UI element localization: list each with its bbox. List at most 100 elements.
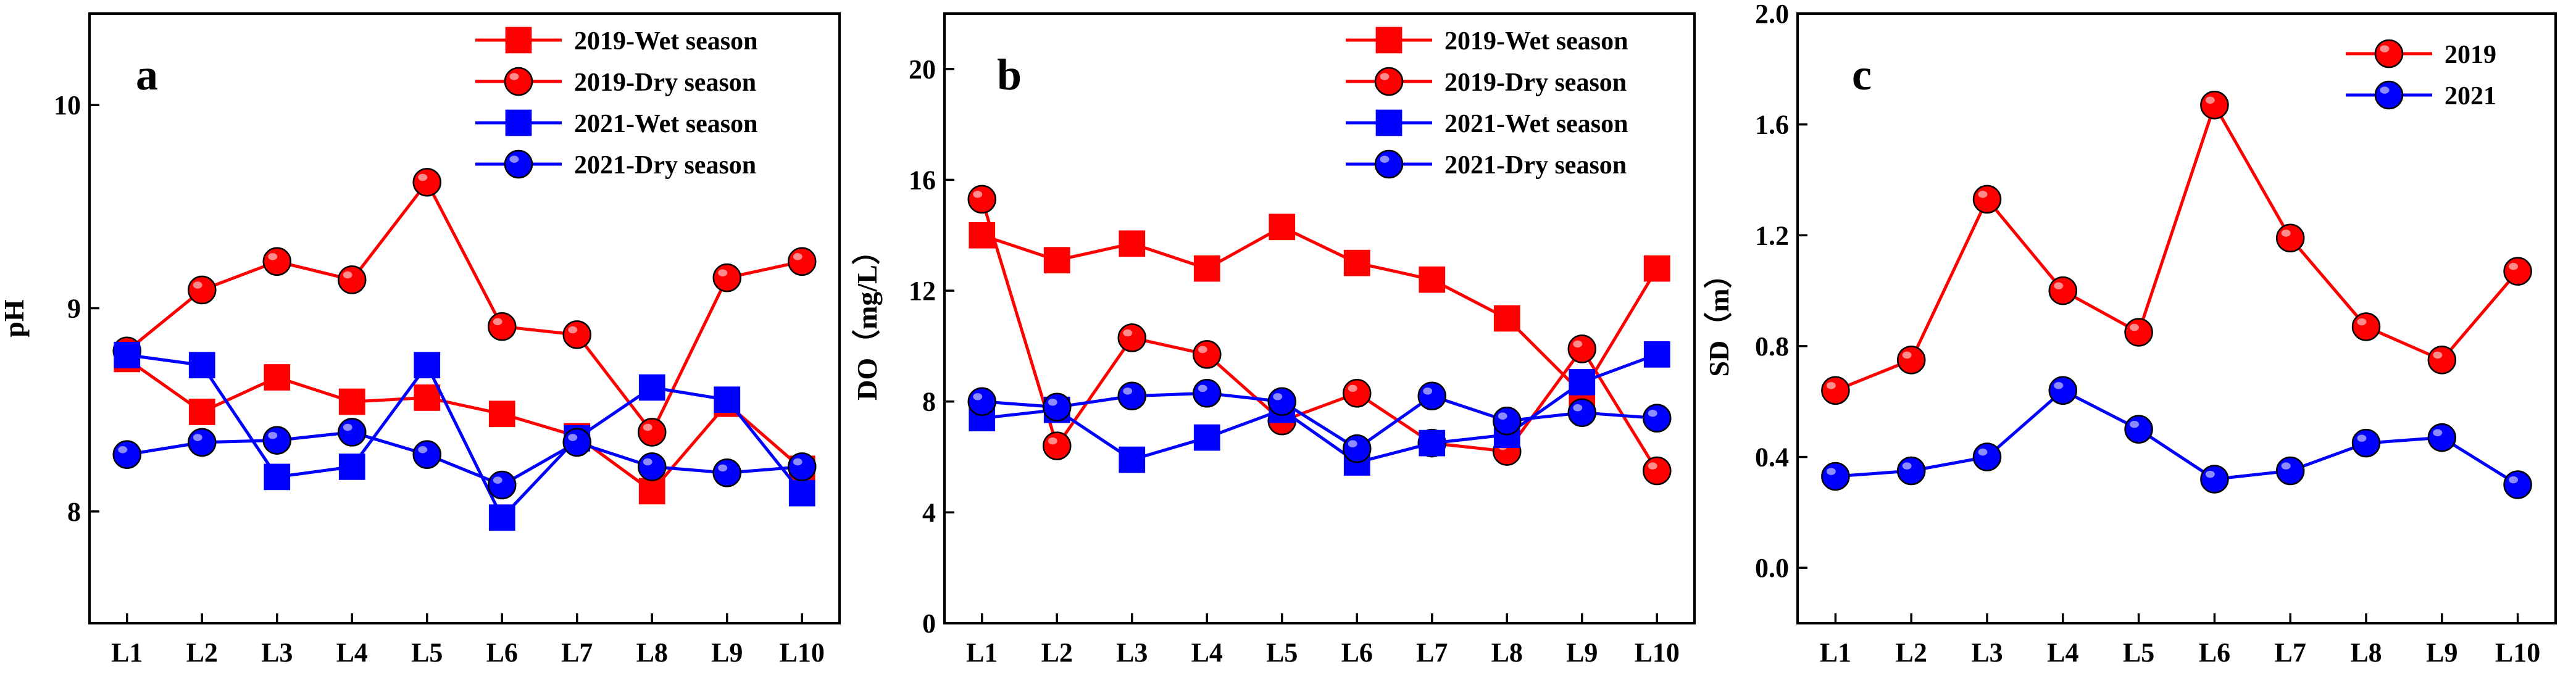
series-2019-wet-season <box>114 346 815 505</box>
y-axis-label: DO（mg/L） <box>851 236 883 400</box>
data-point <box>638 374 665 401</box>
data-point-highlight <box>1048 399 1057 406</box>
data-point <box>1643 255 1670 282</box>
data-point-highlight <box>2054 382 2064 389</box>
legend-label: 2019-Wet season <box>574 27 758 56</box>
chart-panel-c: L1 L2 L3 L4 L5 L6 L7 L8 L9 L10 0.0 0.4 0.8 1.2 1.6 2.0 S… <box>1703 0 2557 668</box>
series-line <box>981 225 1659 395</box>
data-point-highlight <box>2130 323 2140 331</box>
x-tick-label: L2 <box>186 637 218 668</box>
data-point <box>1419 429 1446 457</box>
x-tick-label: L2 <box>1896 637 1927 668</box>
data-point-highlight <box>718 464 728 472</box>
y-tick-label: 8 <box>922 387 936 417</box>
data-point-highlight <box>1198 384 1207 392</box>
legend-marker-highlight <box>509 73 519 80</box>
data-point-highlight <box>118 446 128 454</box>
data-point-highlight <box>1573 404 1583 412</box>
legend-marker-highlight <box>509 155 519 163</box>
x-tick-label: L8 <box>1491 637 1523 668</box>
data-point <box>338 418 367 447</box>
data-point <box>488 400 515 428</box>
series-2019-dry-season <box>112 168 817 447</box>
data-point <box>2048 276 2078 305</box>
y-tick-label: 0.8 <box>1755 331 1789 362</box>
data-point <box>414 384 441 411</box>
x-tick-label: L5 <box>411 637 443 668</box>
data-point <box>264 463 291 491</box>
data-point-highlight <box>793 458 802 466</box>
data-point-highlight <box>1648 462 1657 470</box>
series-line <box>982 353 1658 465</box>
panel-label: a <box>136 50 158 99</box>
data-point <box>1267 387 1296 416</box>
data-point <box>638 478 665 505</box>
y-tick-label: 8 <box>67 497 81 527</box>
y-tick-label: 12 <box>909 276 936 306</box>
data-point <box>1343 434 1372 463</box>
series-2019-wet-season <box>969 214 1670 407</box>
x-tick-label: L5 <box>1266 637 1298 668</box>
x-tick-label: L5 <box>2123 637 2154 668</box>
data-point <box>1043 392 1072 421</box>
data-point-highlight <box>1123 329 1133 337</box>
data-point <box>1643 404 1672 433</box>
data-point <box>1419 266 1446 293</box>
data-point <box>2048 376 2078 405</box>
data-point <box>712 458 741 487</box>
legend-label: 2021-Wet season <box>574 110 758 138</box>
data-point <box>788 247 817 276</box>
data-point-highlight <box>2509 263 2519 270</box>
x-tick-label: L7 <box>561 637 593 668</box>
data-point <box>1119 230 1146 257</box>
data-point <box>2124 415 2153 444</box>
data-point <box>412 440 441 469</box>
y-tick-label: 0 <box>922 608 936 639</box>
data-point <box>967 185 996 214</box>
chart-panel-b: L1 L2 L3 L4 L5 L6 L7 L8 L9 L10 0 4 8 12 16 20 DO（mg/L） b 2… <box>851 12 1696 668</box>
data-point-highlight <box>2205 96 2215 104</box>
data-point-highlight <box>1978 448 1988 456</box>
x-tick-label: L8 <box>2350 637 2382 668</box>
plot-frame <box>88 12 841 624</box>
y-tick-label: 0.0 <box>1755 553 1789 583</box>
data-point-highlight <box>1648 410 1657 417</box>
data-point <box>967 387 996 416</box>
data-point-highlight <box>2281 462 2291 470</box>
y-tick-label: 1.2 <box>1755 220 1789 251</box>
x-tick-label: L4 <box>336 637 368 668</box>
data-point <box>2503 257 2532 286</box>
x-tick-label: L9 <box>711 637 743 668</box>
series-2021-wet-season <box>114 341 815 531</box>
data-point <box>1821 376 1850 405</box>
data-point <box>1117 323 1146 352</box>
data-point <box>112 440 141 469</box>
data-point-highlight <box>718 269 728 276</box>
series-line <box>982 391 1657 450</box>
x-tick-label: L9 <box>1566 637 1598 668</box>
data-point-highlight <box>1423 388 1433 395</box>
data-point <box>1643 456 1672 486</box>
legend-marker-highlight <box>1380 73 1390 80</box>
data-point <box>2503 470 2532 499</box>
data-point <box>2351 312 2381 341</box>
data-point-highlight <box>2433 351 2443 359</box>
data-point <box>1193 340 1222 369</box>
data-point <box>1343 379 1372 408</box>
data-point-highlight <box>2130 420 2140 428</box>
data-point <box>1417 381 1446 410</box>
chart-panel-a: L1 L2 L3 L4 L5 L6 L7 L8 L9 L10 8 9 10 pH a 2019-Wet sea… <box>0 12 841 668</box>
data-point <box>188 399 215 425</box>
data-point <box>488 312 517 341</box>
data-point-highlight <box>2357 318 2367 326</box>
x-tick-label: L7 <box>2275 637 2306 668</box>
data-point <box>1972 442 2002 471</box>
data-point <box>488 504 515 531</box>
legend-label: 2021-Dry season <box>574 151 756 180</box>
legend: 2019-Wet season 2019-Dry season 2021-Wet s… <box>1346 27 1628 180</box>
data-point <box>1567 398 1596 427</box>
data-point <box>788 479 815 507</box>
data-point-highlight <box>2509 476 2519 484</box>
data-point <box>1569 368 1596 396</box>
data-point-highlight <box>2433 429 2443 436</box>
